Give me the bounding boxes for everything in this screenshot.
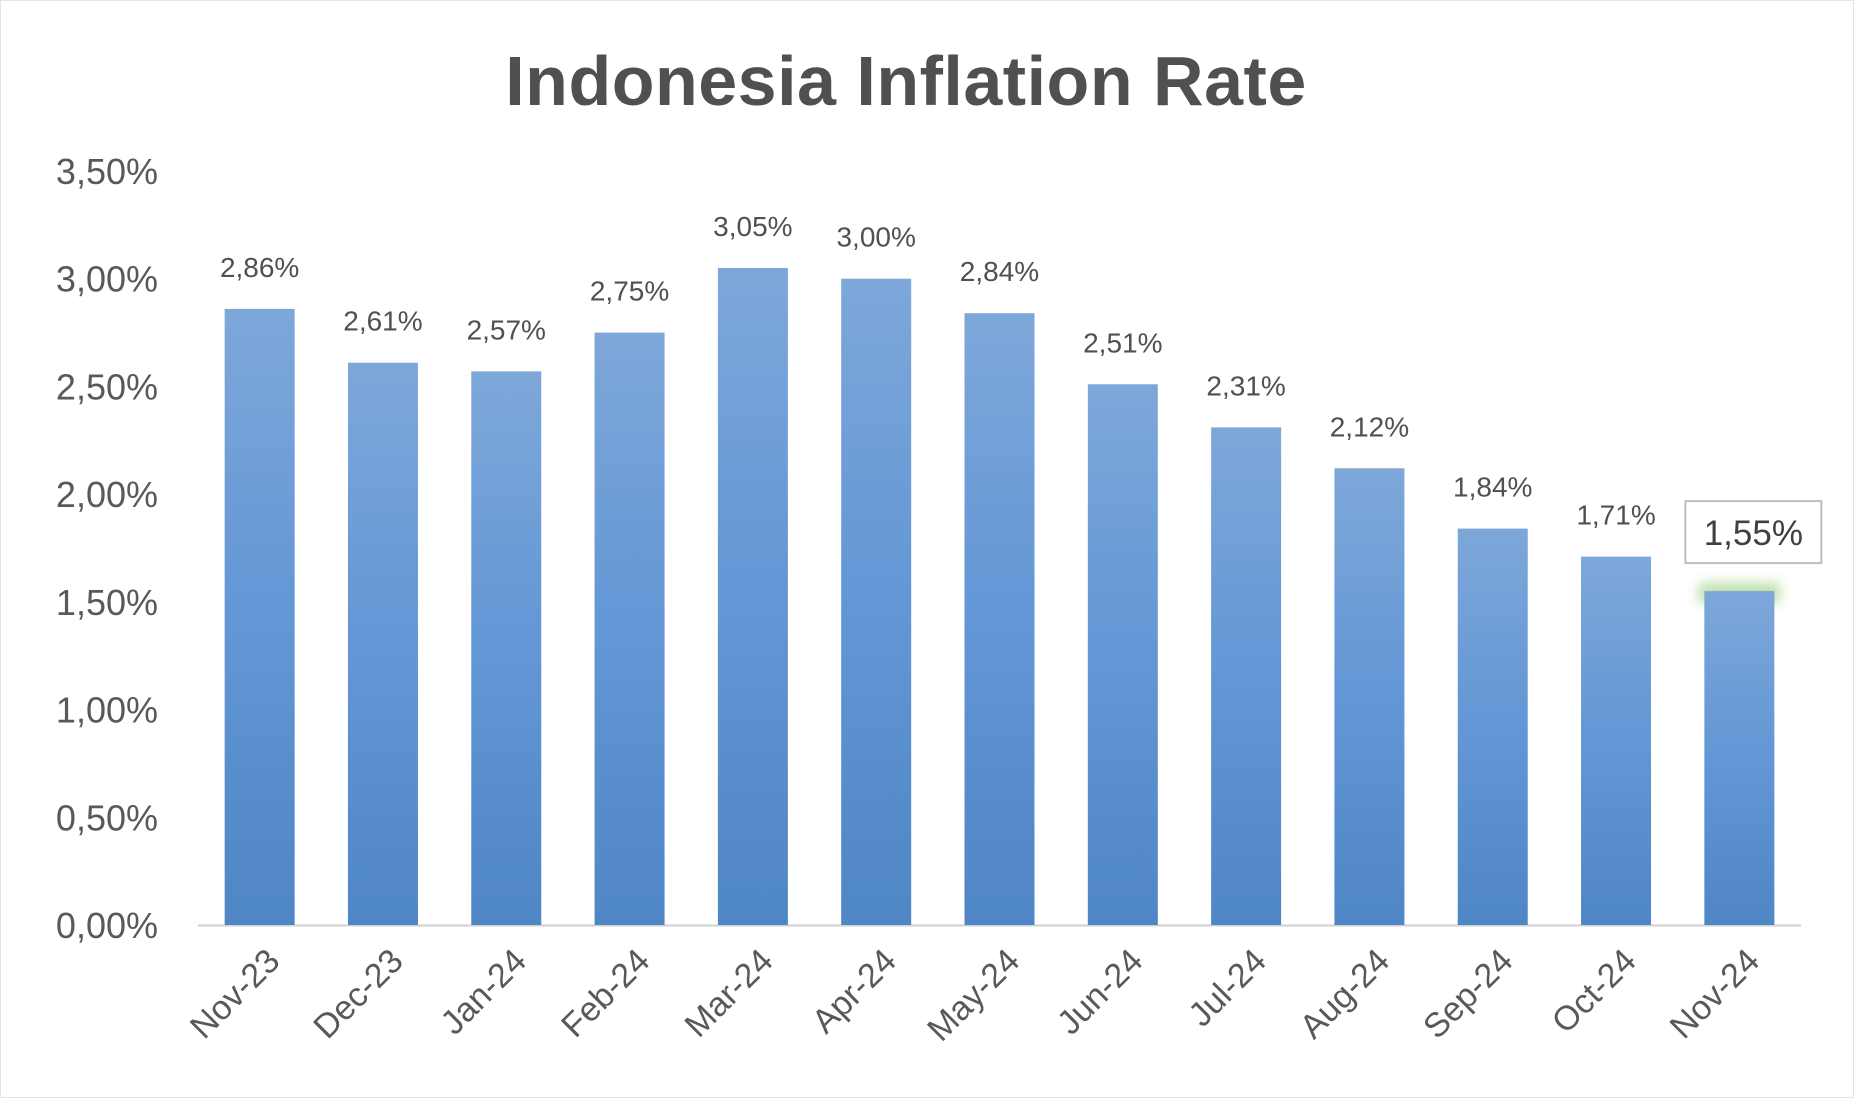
y-tick-label: 0,50%	[56, 797, 158, 838]
bar-mar-24	[717, 267, 788, 925]
chart-title: Indonesia Inflation Rate	[505, 42, 1307, 120]
data-label: 2,84%	[960, 256, 1039, 287]
y-axis: 0,00% 0,50% 1,00% 1,50% 2,00% 2,50% 3,00% 3,50%	[56, 151, 1801, 946]
x-tick-label: May-24	[920, 942, 1027, 1049]
y-tick-label: 2,00%	[56, 474, 158, 515]
y-tick-label: 1,00%	[56, 690, 158, 731]
data-label: 2,31%	[1206, 370, 1285, 401]
data-labels-group: 2,86% 2,61% 2,57% 2,75% 3,05% 3,00% 2,84% 2,51%…	[220, 211, 1823, 565]
bars-group	[224, 267, 1781, 926]
bar-nov-23	[224, 308, 295, 926]
data-label: 2,86%	[220, 252, 299, 283]
x-tick-label: Jan-24	[434, 942, 534, 1042]
x-tick-label: Feb-24	[554, 942, 657, 1045]
data-label: 1,71%	[1576, 500, 1655, 531]
y-tick-label: 2,50%	[56, 366, 158, 407]
bar-jun-24	[1087, 384, 1158, 925]
x-tick-label: Jul-24	[1181, 942, 1273, 1034]
bar-jul-24	[1211, 427, 1282, 925]
data-label: 2,61%	[343, 306, 422, 337]
x-tick-label: Nov-23	[183, 942, 287, 1046]
x-tick-label: Jun-24	[1050, 942, 1150, 1042]
data-label: 1,84%	[1453, 472, 1532, 503]
y-tick-label: 1,50%	[56, 582, 158, 623]
x-tick-label: Aug-24	[1293, 942, 1397, 1046]
x-tick-label: Nov-24	[1663, 942, 1767, 1046]
bar-jan-24	[471, 371, 542, 925]
data-label: 3,05%	[713, 211, 792, 242]
x-tick-label: Sep-24	[1416, 942, 1520, 1046]
x-tick-label: Apr-24	[805, 942, 904, 1041]
data-label: 2,12%	[1330, 411, 1409, 442]
data-label: 2,51%	[1083, 327, 1162, 358]
bar-nov-24	[1704, 591, 1775, 925]
highlight-label-box	[1684, 500, 1823, 565]
bar-aug-24	[1334, 468, 1405, 925]
bar-sep-24	[1457, 528, 1528, 925]
data-label-highlight: 1,55%	[1704, 514, 1803, 553]
x-tick-label: Dec-23	[306, 942, 410, 1046]
bar-may-24	[964, 313, 1035, 925]
x-tick-label: Mar-24	[678, 942, 781, 1045]
x-axis: Nov-23 Dec-23 Jan-24 Feb-24 Mar-24 Apr-24 May-…	[183, 942, 1767, 1049]
data-label: 2,57%	[467, 314, 546, 345]
y-tick-label: 3,50%	[56, 151, 158, 192]
bar-feb-24	[594, 332, 665, 926]
y-tick-label: 0,00%	[56, 905, 158, 946]
data-label: 2,75%	[590, 276, 669, 307]
x-tick-label: Oct-24	[1545, 942, 1644, 1041]
bar-oct-24	[1581, 556, 1652, 925]
data-label: 3,00%	[836, 222, 915, 253]
bar-apr-24	[841, 278, 912, 925]
y-tick-label: 3,00%	[56, 259, 158, 300]
bar-dec-23	[347, 362, 418, 925]
